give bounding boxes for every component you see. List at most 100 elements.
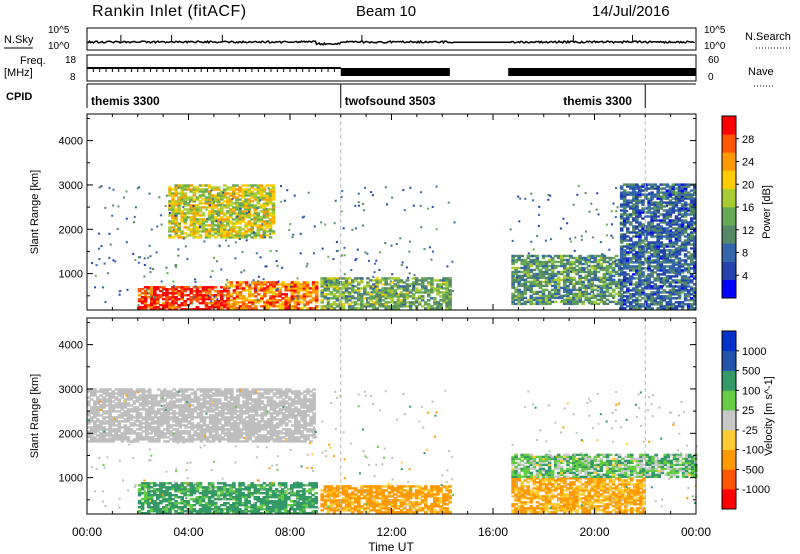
power-cell — [665, 227, 670, 230]
power-cell — [262, 204, 267, 207]
power-cell — [183, 192, 187, 195]
power-cell — [693, 207, 697, 210]
cpid-segment-label: themis 3300 — [563, 94, 632, 108]
power-cell — [593, 256, 598, 260]
velocity-cell — [117, 414, 122, 417]
power-cell — [668, 241, 673, 244]
velocity-cell — [111, 410, 115, 413]
power-cell — [180, 292, 184, 295]
power-cell — [235, 291, 240, 294]
power-cell — [213, 201, 215, 204]
power-cell — [566, 290, 570, 294]
power-cell — [632, 193, 636, 196]
power-cell — [171, 200, 175, 203]
velocity-cell — [160, 424, 164, 427]
power-cell — [158, 196, 161, 199]
power-cell — [257, 301, 261, 304]
power-cell — [186, 184, 191, 187]
power-cell — [632, 211, 636, 214]
power-cell — [360, 295, 364, 298]
power-cell — [566, 274, 570, 278]
power-cell — [641, 291, 645, 294]
power-cell — [662, 255, 667, 258]
power-cell — [602, 300, 607, 304]
power-cell — [256, 186, 261, 189]
power-cell — [393, 279, 398, 282]
velocity-cell — [193, 396, 198, 399]
power-cell — [526, 260, 531, 264]
power-cell — [671, 269, 676, 272]
power-cell — [638, 299, 642, 302]
velocity-cell — [147, 414, 152, 417]
power-cell — [183, 304, 187, 307]
power-cell — [393, 307, 398, 310]
power-cell — [183, 212, 187, 215]
power-cell — [647, 269, 651, 272]
power-cell — [291, 236, 294, 239]
velocity-cell — [87, 440, 91, 443]
power-cell — [335, 297, 340, 300]
power-cell — [192, 206, 197, 209]
power-cell — [677, 217, 682, 220]
power-cell — [665, 189, 670, 192]
power-cell — [268, 196, 273, 199]
power-cell — [622, 255, 627, 258]
power-cell — [650, 245, 654, 248]
velocity-cell — [181, 424, 185, 427]
velocity-cell — [117, 426, 122, 429]
power-cell — [590, 300, 594, 304]
power-cell — [332, 281, 337, 284]
power-cell — [207, 190, 212, 193]
power-cell — [250, 228, 254, 231]
power-cell — [680, 271, 685, 274]
power-cell — [372, 289, 376, 292]
power-cell — [611, 256, 616, 260]
velocity-cell — [93, 388, 97, 391]
power-cell — [659, 197, 664, 200]
power-cell — [593, 264, 598, 268]
power-cell — [611, 268, 616, 272]
power-cell — [677, 289, 682, 292]
power-cell — [153, 302, 157, 305]
power-cell — [593, 270, 598, 274]
power-cell — [168, 228, 172, 231]
power-cell — [653, 267, 657, 270]
power-cell — [201, 214, 206, 217]
velocity-cell — [157, 416, 161, 419]
power-cell — [511, 254, 515, 258]
power-cell — [569, 268, 573, 272]
power-cell — [671, 261, 676, 264]
power-cell — [226, 220, 230, 223]
power-cell — [220, 198, 224, 201]
velocity-cell — [135, 424, 140, 427]
power-cell — [619, 209, 624, 212]
power-cell — [250, 287, 255, 290]
velocity-cell — [184, 396, 188, 399]
velocity-cell — [196, 404, 201, 407]
power-cell — [146, 296, 151, 299]
power-cell — [669, 256, 672, 259]
power-cell — [189, 222, 194, 225]
power-cell — [622, 245, 627, 248]
power-cell — [641, 289, 645, 292]
power-cell — [638, 211, 642, 214]
power-cell — [213, 290, 218, 293]
power-cell — [587, 274, 591, 278]
power-cell — [108, 186, 111, 189]
power-cell — [632, 293, 636, 296]
power-cell — [514, 272, 518, 276]
power-cell — [659, 257, 664, 260]
velocity-cell — [93, 430, 97, 433]
power-cell — [668, 231, 673, 234]
power-cell — [668, 259, 673, 262]
power-cell — [547, 254, 552, 258]
velocity-cell — [117, 388, 122, 391]
power-cell — [638, 285, 642, 288]
power-cell — [223, 302, 227, 305]
power-cell — [635, 209, 639, 212]
power-cell — [556, 254, 561, 258]
power-cell — [183, 184, 187, 187]
power-cell — [347, 277, 352, 280]
power-cell — [662, 249, 667, 252]
power-cell — [650, 233, 654, 236]
